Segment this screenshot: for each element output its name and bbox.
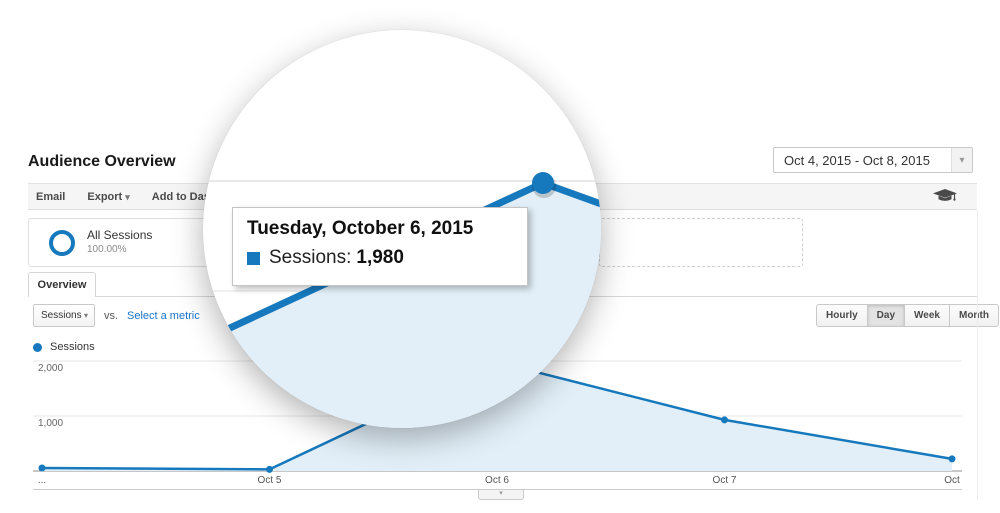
select-metric-link[interactable]: Select a metric [127, 310, 200, 322]
export-button[interactable]: Export ▾ [87, 190, 130, 203]
legend-sessions-label: Sessions [50, 341, 95, 353]
metric-dropdown-label: Sessions [41, 310, 82, 321]
data-point-Oct[interactable] [948, 455, 956, 463]
content-right-border [977, 211, 978, 500]
highlighted-data-point[interactable] [532, 172, 554, 194]
x-tick-0: ... [37, 475, 47, 486]
chart-tooltip: Tuesday, October 6, 2015 Sessions: 1,980 [232, 207, 528, 286]
email-button[interactable]: Email [36, 190, 66, 203]
chevron-down-icon: ▾ [125, 191, 130, 202]
tooltip-value: 1,980 [356, 247, 404, 268]
magnifier-overlay: Tuesday, October 6, 2015 Sessions: 1,980 [203, 30, 601, 428]
data-point-Oct 5[interactable] [266, 465, 273, 473]
vs-label: vs. [104, 310, 119, 322]
tooltip-date: Tuesday, October 6, 2015 [247, 218, 474, 239]
metric-dropdown[interactable]: Sessions ▾ [33, 304, 95, 327]
bottom-rule [33, 489, 962, 490]
data-point-Oct 7[interactable] [721, 416, 728, 424]
chevron-down-icon: ▾ [951, 148, 972, 172]
x-tick-2: Oct 6 [485, 475, 509, 486]
x-tick-3: Oct 7 [712, 475, 737, 486]
page-title: Audience Overview [28, 153, 176, 170]
x-tick-1: Oct 5 [257, 475, 282, 486]
granularity-day-button[interactable]: Day [866, 304, 906, 327]
date-range-selector[interactable]: Oct 4, 2015 - Oct 8, 2015 ▾ [773, 147, 973, 173]
date-range-label: Oct 4, 2015 - Oct 8, 2015 [784, 152, 930, 168]
drawer-toggle-button[interactable]: ▾ [478, 490, 524, 500]
y-tick-2000: 2,000 [38, 363, 64, 374]
data-point-...[interactable] [38, 464, 46, 472]
granularity-button-group: Hourly Day Week Month [816, 304, 999, 327]
y-tick-1000: 1,000 [38, 418, 64, 429]
series-color-swatch-icon [247, 251, 260, 265]
tooltip-metric-label: Sessions: [269, 247, 352, 268]
legend-dot-icon [33, 343, 42, 352]
all-sessions-percent: 100.00% [87, 244, 127, 255]
sessions-area-fill [42, 362, 952, 471]
tab-overview[interactable]: Overview [28, 272, 96, 297]
x-tick-4: Oct [944, 475, 960, 486]
sessions-donut-icon [49, 230, 80, 256]
education-cap-icon[interactable] [932, 188, 958, 204]
chevron-down-icon: ▾ [83, 311, 88, 320]
all-sessions-label: All Sessions [87, 228, 153, 242]
granularity-month-button[interactable]: Month [948, 304, 999, 327]
tooltip-metric-row: Sessions: 1,980 [247, 247, 513, 269]
